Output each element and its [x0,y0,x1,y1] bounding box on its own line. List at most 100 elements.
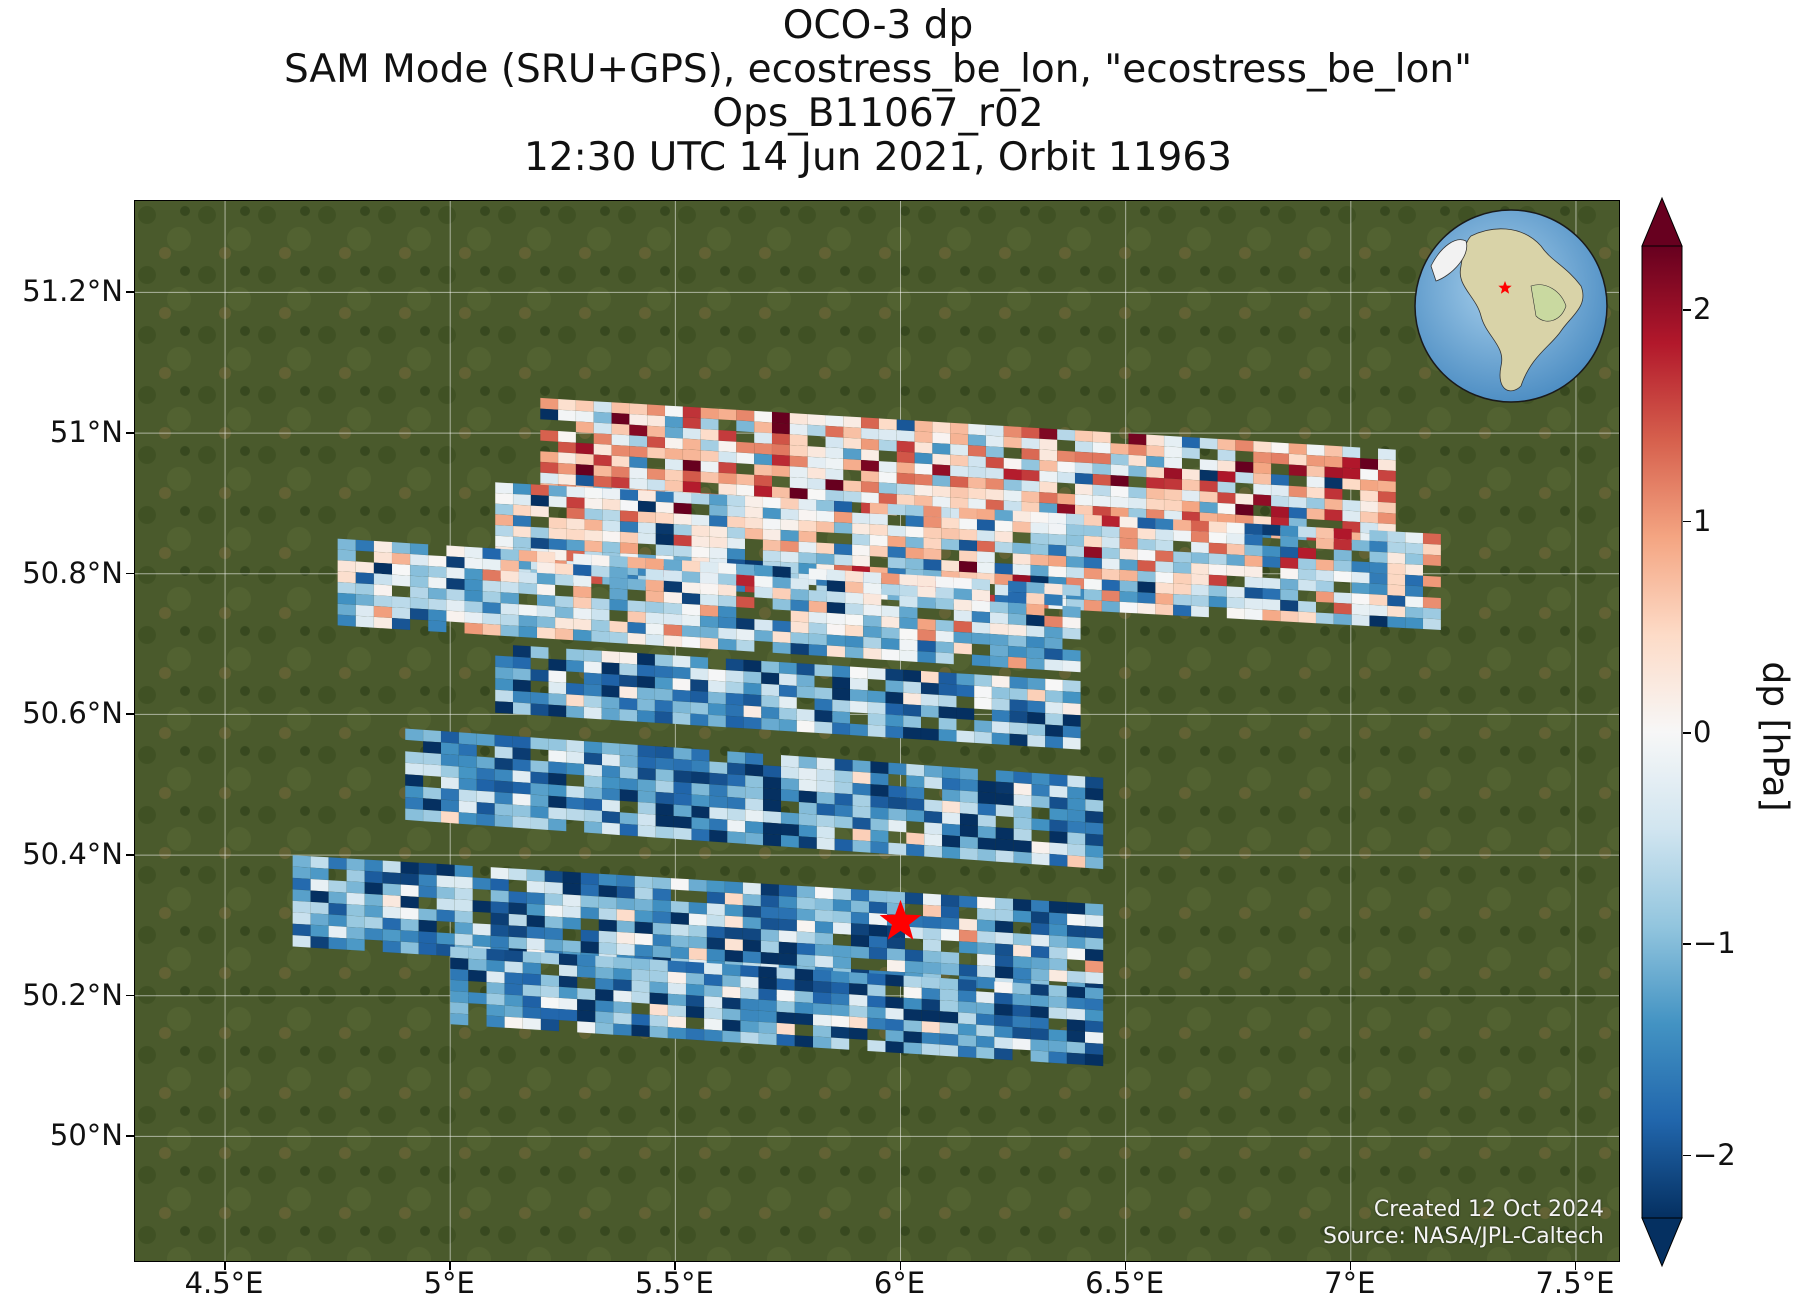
dp-sounding [1057,460,1076,474]
dp-sounding [292,911,311,925]
dp-sounding [758,1032,777,1046]
dp-sounding [725,715,744,729]
dp-sounding [619,789,638,803]
dp-sounding [718,408,737,421]
dp-sounding [548,670,567,684]
dp-sounding [663,591,683,604]
dp-sounding [903,975,922,989]
dp-sounding [382,871,401,885]
dp-sounding [1009,721,1028,736]
dp-sounding [832,665,851,679]
dp-sounding [922,904,942,918]
dp-sounding [976,540,995,553]
dp-sounding [709,795,728,809]
dp-sounding [885,996,904,1010]
dp-sounding [583,820,603,835]
dp-sounding [709,547,728,560]
dp-sounding [611,401,630,415]
dp-sounding [495,655,514,669]
dp-sounding [619,766,638,780]
dp-sounding [328,937,347,951]
dp-sounding [700,460,719,473]
dp-sounding [1155,550,1174,563]
dp-sounding [634,887,653,901]
dp-sounding [754,564,773,578]
dp-sounding [1208,531,1228,544]
dp-sounding [1280,610,1299,623]
dp-sounding [844,591,864,605]
dp-sounding [860,449,880,462]
dp-sounding [1306,443,1325,457]
dp-sounding [655,803,674,817]
dp-sounding [867,1006,886,1020]
dp-sounding [1128,486,1147,499]
dp-sounding [887,546,906,559]
dp-sounding [878,492,897,506]
dp-sounding [663,569,683,583]
y-tick-mark [126,291,134,293]
dp-sounding [575,474,594,487]
dp-sounding [1110,485,1129,498]
dp-sounding [1280,546,1299,559]
dp-sounding [762,764,782,779]
x-tick-mark [449,1262,451,1270]
dp-sounding [844,613,864,627]
dp-sounding [647,478,666,492]
dp-sounding [790,599,809,612]
dp-sounding [868,935,888,949]
dp-sounding [1297,525,1317,539]
dp-sounding [881,637,900,651]
dp-sounding [446,545,465,558]
dp-sounding [1244,533,1263,546]
dp-sounding [450,1001,469,1015]
dp-sounding [1404,595,1424,608]
dp-sounding [616,908,635,922]
dp-sounding [580,929,599,943]
dp-sounding [1030,956,1050,970]
dp-sounding [548,692,567,706]
dp-sounding [1044,647,1063,661]
dp-sounding [744,517,764,530]
dp-sounding [985,435,1004,448]
dp-sounding [1315,526,1335,540]
dp-sounding [673,513,692,526]
dp-sounding [405,773,424,788]
dp-sounding [504,971,523,985]
dp-sounding [562,871,581,885]
dp-sounding [825,478,844,492]
dp-sounding [1027,711,1046,725]
map-panel[interactable] [134,200,1620,1262]
dp-sounding [670,900,690,914]
dp-sounding [958,941,978,955]
dp-sounding [486,992,505,1006]
dp-sounding [718,584,737,597]
dp-sounding [1066,513,1085,526]
dp-sounding [905,525,924,538]
dp-sounding [500,548,520,562]
dp-sounding [724,892,744,906]
dp-sounding [1333,602,1352,615]
dp-sounding [548,784,567,798]
dp-sounding [637,489,656,503]
dp-sounding [1013,851,1032,865]
dp-sounding [881,615,900,629]
dp-sounding [754,442,773,455]
dp-sounding [740,975,759,989]
dp-sounding [830,1015,850,1028]
dp-sounding [436,932,455,946]
dp-sounding [494,768,513,783]
dp-sounding [1062,616,1081,630]
dp-sounding [1190,541,1210,554]
dp-sounding [337,549,357,562]
dp-sounding [971,599,991,613]
dp-sounding [673,781,692,795]
dp-sounding [699,626,719,639]
dp-sounding [583,763,603,777]
dp-sounding [832,910,852,924]
dp-sounding [1012,932,1032,946]
dp-sounding [595,999,614,1013]
dp-sounding [1062,691,1081,705]
dp-sounding [789,455,808,468]
dp-sounding [771,411,790,424]
dp-sounding [1235,461,1254,474]
